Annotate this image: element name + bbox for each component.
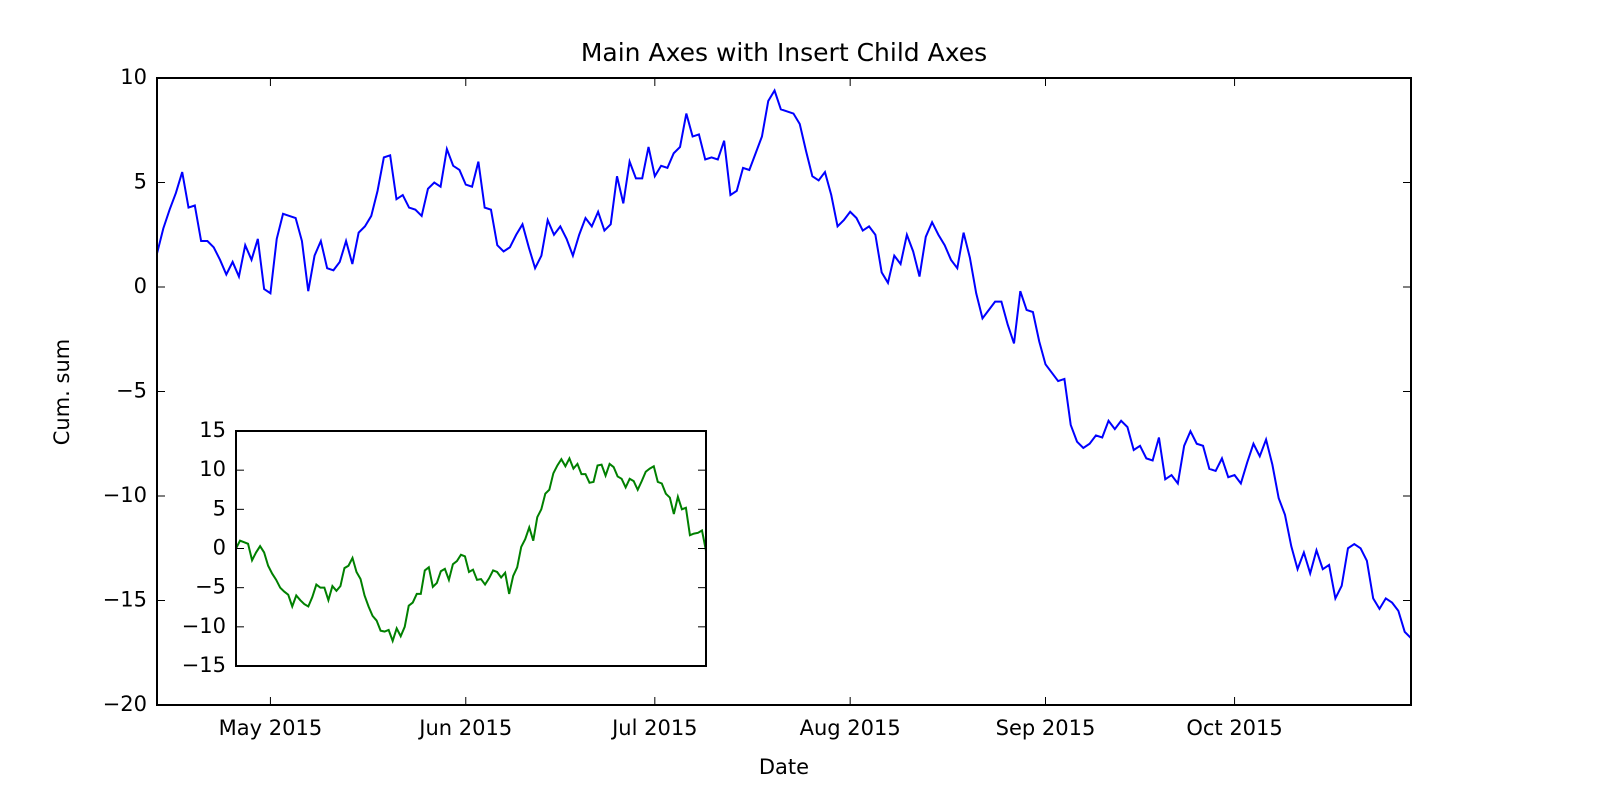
y-tick-label: −5 (116, 379, 147, 403)
y-tick-label: 5 (134, 170, 147, 194)
y-tick-label: −10 (103, 483, 147, 507)
y-tick-label: −15 (103, 588, 147, 612)
y-tick-label: −5 (195, 575, 226, 599)
x-tick-label: May 2015 (219, 716, 323, 740)
x-axis-label: Date (759, 755, 809, 779)
x-tick-label: Jul 2015 (610, 716, 697, 740)
chart-title: Main Axes with Insert Child Axes (581, 38, 987, 67)
y-tick-label: 0 (134, 274, 147, 298)
y-tick-label: 5 (213, 496, 226, 520)
axes-frame (235, 430, 707, 667)
y-tick-label: 15 (199, 418, 226, 442)
plot-area (236, 431, 706, 666)
y-tick-label: 10 (199, 457, 226, 481)
x-tick-label: Aug 2015 (800, 716, 901, 740)
y-tick-label: −20 (103, 692, 147, 716)
data-line (236, 455, 706, 645)
y-tick-label: 0 (213, 536, 226, 560)
axes-frame (156, 77, 1412, 706)
y-tick-label: −10 (182, 614, 226, 638)
y-tick-label: −15 (182, 653, 226, 677)
x-tick-label: Jun 2015 (417, 716, 512, 740)
x-tick-label: Sep 2015 (996, 716, 1096, 740)
data-line (157, 88, 1411, 639)
y-axis-label: Cum. sum (50, 339, 74, 446)
y-tick-label: 10 (120, 65, 147, 89)
x-tick-label: Oct 2015 (1186, 716, 1282, 740)
